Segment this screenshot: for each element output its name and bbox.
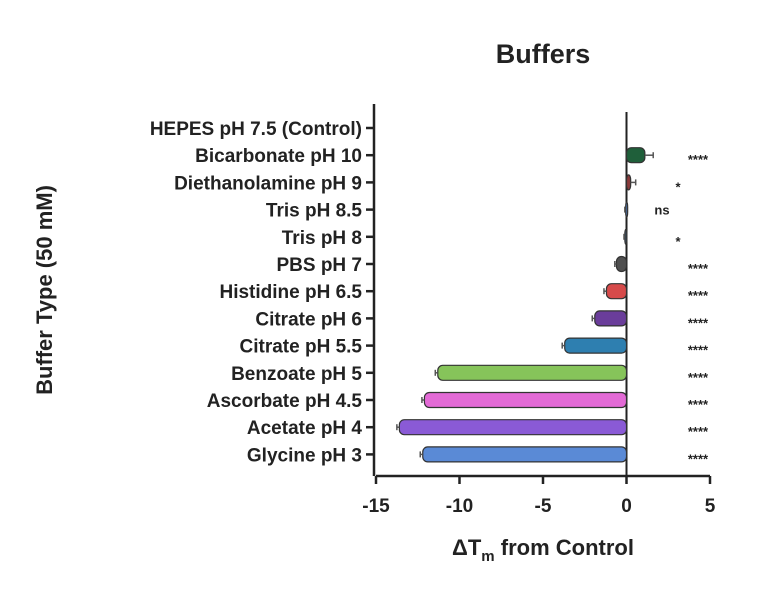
- category-label: Citrate pH 6: [255, 309, 362, 330]
- significance-label: ****: [688, 451, 709, 466]
- bar: [605, 283, 628, 300]
- bar: [625, 147, 646, 164]
- significance-label: ****: [688, 315, 709, 330]
- significance-label: ****: [688, 343, 709, 358]
- category-label: Benzoate pH 5: [231, 364, 362, 385]
- significance-label: ****: [688, 261, 709, 276]
- x-tick-label: 0: [621, 496, 632, 517]
- category-label: Histidine pH 6.5: [219, 282, 362, 303]
- x-tick-label: -10: [446, 496, 473, 517]
- x-axis-title-subscript: m: [481, 548, 494, 565]
- significance-label: ****: [688, 397, 709, 412]
- significance-label: ****: [688, 152, 709, 167]
- significance-label: ****: [688, 288, 709, 303]
- category-label: Tris pH 8.5: [266, 201, 363, 222]
- y-axis-title: Buffer Type (50 mM): [32, 185, 57, 395]
- category-label: HEPES pH 7.5 (Control): [150, 119, 362, 140]
- category-label: Ascorbate pH 4.5: [207, 391, 363, 412]
- bar: [624, 228, 628, 245]
- significance-label: *: [675, 179, 681, 194]
- bar: [422, 446, 628, 463]
- category-label: PBS pH 7: [276, 255, 362, 276]
- bar: [594, 310, 628, 327]
- bar: [615, 255, 628, 273]
- category-label: Acetate pH 4: [247, 418, 363, 439]
- significance-label: ns: [654, 203, 669, 218]
- x-tick-label: -5: [535, 496, 552, 517]
- bar: [564, 337, 628, 354]
- bar: [625, 201, 629, 218]
- chart-title: Buffers: [496, 39, 591, 69]
- category-label: Bicarbonate pH 10: [195, 146, 362, 167]
- significance-label: *: [675, 234, 681, 249]
- x-tick-label: 5: [705, 496, 716, 517]
- significance-label: ****: [688, 424, 709, 439]
- plot-area: -15 -10 -5 0 5 HEPES pH 7.5 (Control) Bicarbon…: [150, 104, 716, 517]
- x-axis-title-delta: ΔT: [452, 535, 482, 560]
- category-label: Diethanolamine pH 9: [174, 173, 362, 194]
- significance-label: ****: [688, 370, 709, 385]
- x-axis-title-rest: from Control: [495, 535, 634, 560]
- bar: [398, 419, 628, 436]
- bar: [423, 391, 628, 409]
- bar: [625, 174, 632, 191]
- bar: [437, 364, 628, 381]
- x-tick-label: -15: [362, 496, 390, 517]
- category-label: Tris pH 8: [282, 228, 362, 249]
- category-label: Glycine pH 3: [247, 445, 362, 466]
- category-label: Citrate pH 5.5: [240, 337, 363, 358]
- x-axis-title: ΔTm from Control: [452, 535, 634, 565]
